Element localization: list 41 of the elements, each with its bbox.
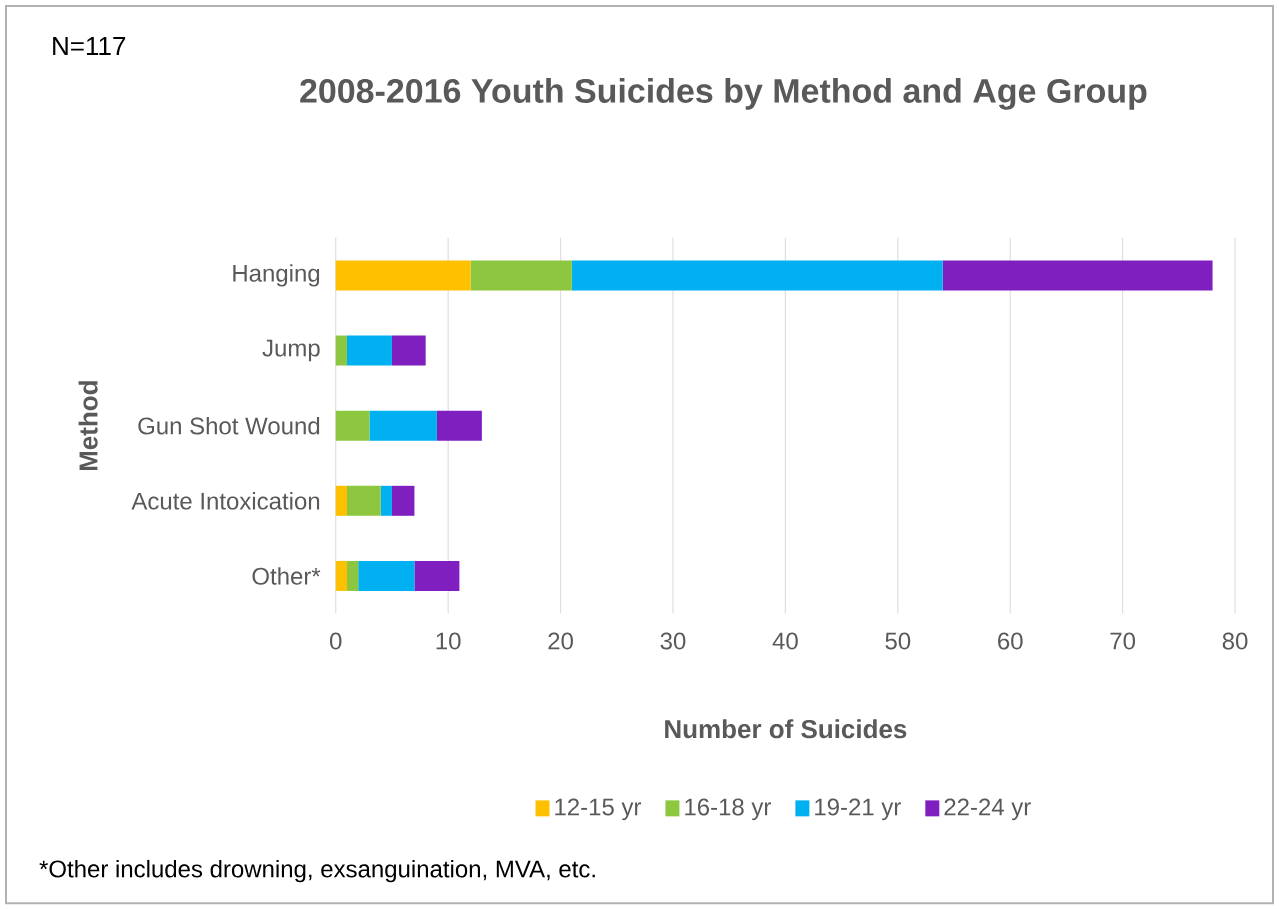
x-tick-label: 20: [548, 632, 573, 650]
x-tick-label: 70: [1110, 632, 1136, 650]
bar: [942, 260, 1213, 291]
y-axis-title: Method: [78, 381, 98, 470]
legend-label: 16-18 yr: [685, 798, 771, 821]
legend-label: 22-24 yr: [944, 798, 1031, 821]
x-axis-title: Number of Suicides: [665, 719, 907, 739]
x-tick-label: 80: [1222, 632, 1248, 650]
bar: [335, 560, 347, 591]
x-tick-label: 30: [660, 632, 686, 650]
bar: [335, 485, 347, 516]
bar: [436, 410, 482, 441]
bar: [335, 410, 370, 441]
bar: [346, 335, 392, 366]
text: N=117: [53, 36, 126, 55]
bar: [358, 560, 415, 591]
legend-label: 12-15 yr: [555, 798, 642, 821]
x-tick-label: 50: [885, 632, 911, 650]
y-tick-label: Jump: [262, 339, 320, 362]
bar: [391, 485, 415, 516]
bar: [470, 260, 572, 291]
bar: [380, 485, 392, 516]
bar: [391, 335, 426, 366]
bar: [335, 335, 347, 366]
y-tick-label: Gun Shot Wound: [138, 416, 320, 435]
y-tick-label: Other*: [252, 567, 321, 585]
bar: [369, 410, 437, 441]
bar: [346, 560, 359, 591]
x-tick-label: 60: [998, 632, 1023, 650]
x-tick-label: 0: [330, 632, 342, 650]
y-tick-label: Acute Intoxication: [131, 491, 320, 510]
legend-label: 19-21 yr: [815, 798, 901, 821]
bar: [414, 560, 460, 591]
chart-title: 2008-2016 Youth Suicides by Method and Age Group: [300, 77, 1147, 110]
y-tick-label: Hanging: [233, 264, 320, 287]
bar: [571, 260, 943, 291]
text: *Other includes drowning, exsanguination, MVA, etc.: [39, 859, 595, 883]
x-tick-label: 10: [436, 632, 461, 650]
bar: [346, 485, 381, 516]
bar: [335, 260, 471, 291]
x-tick-label: 40: [772, 632, 798, 650]
